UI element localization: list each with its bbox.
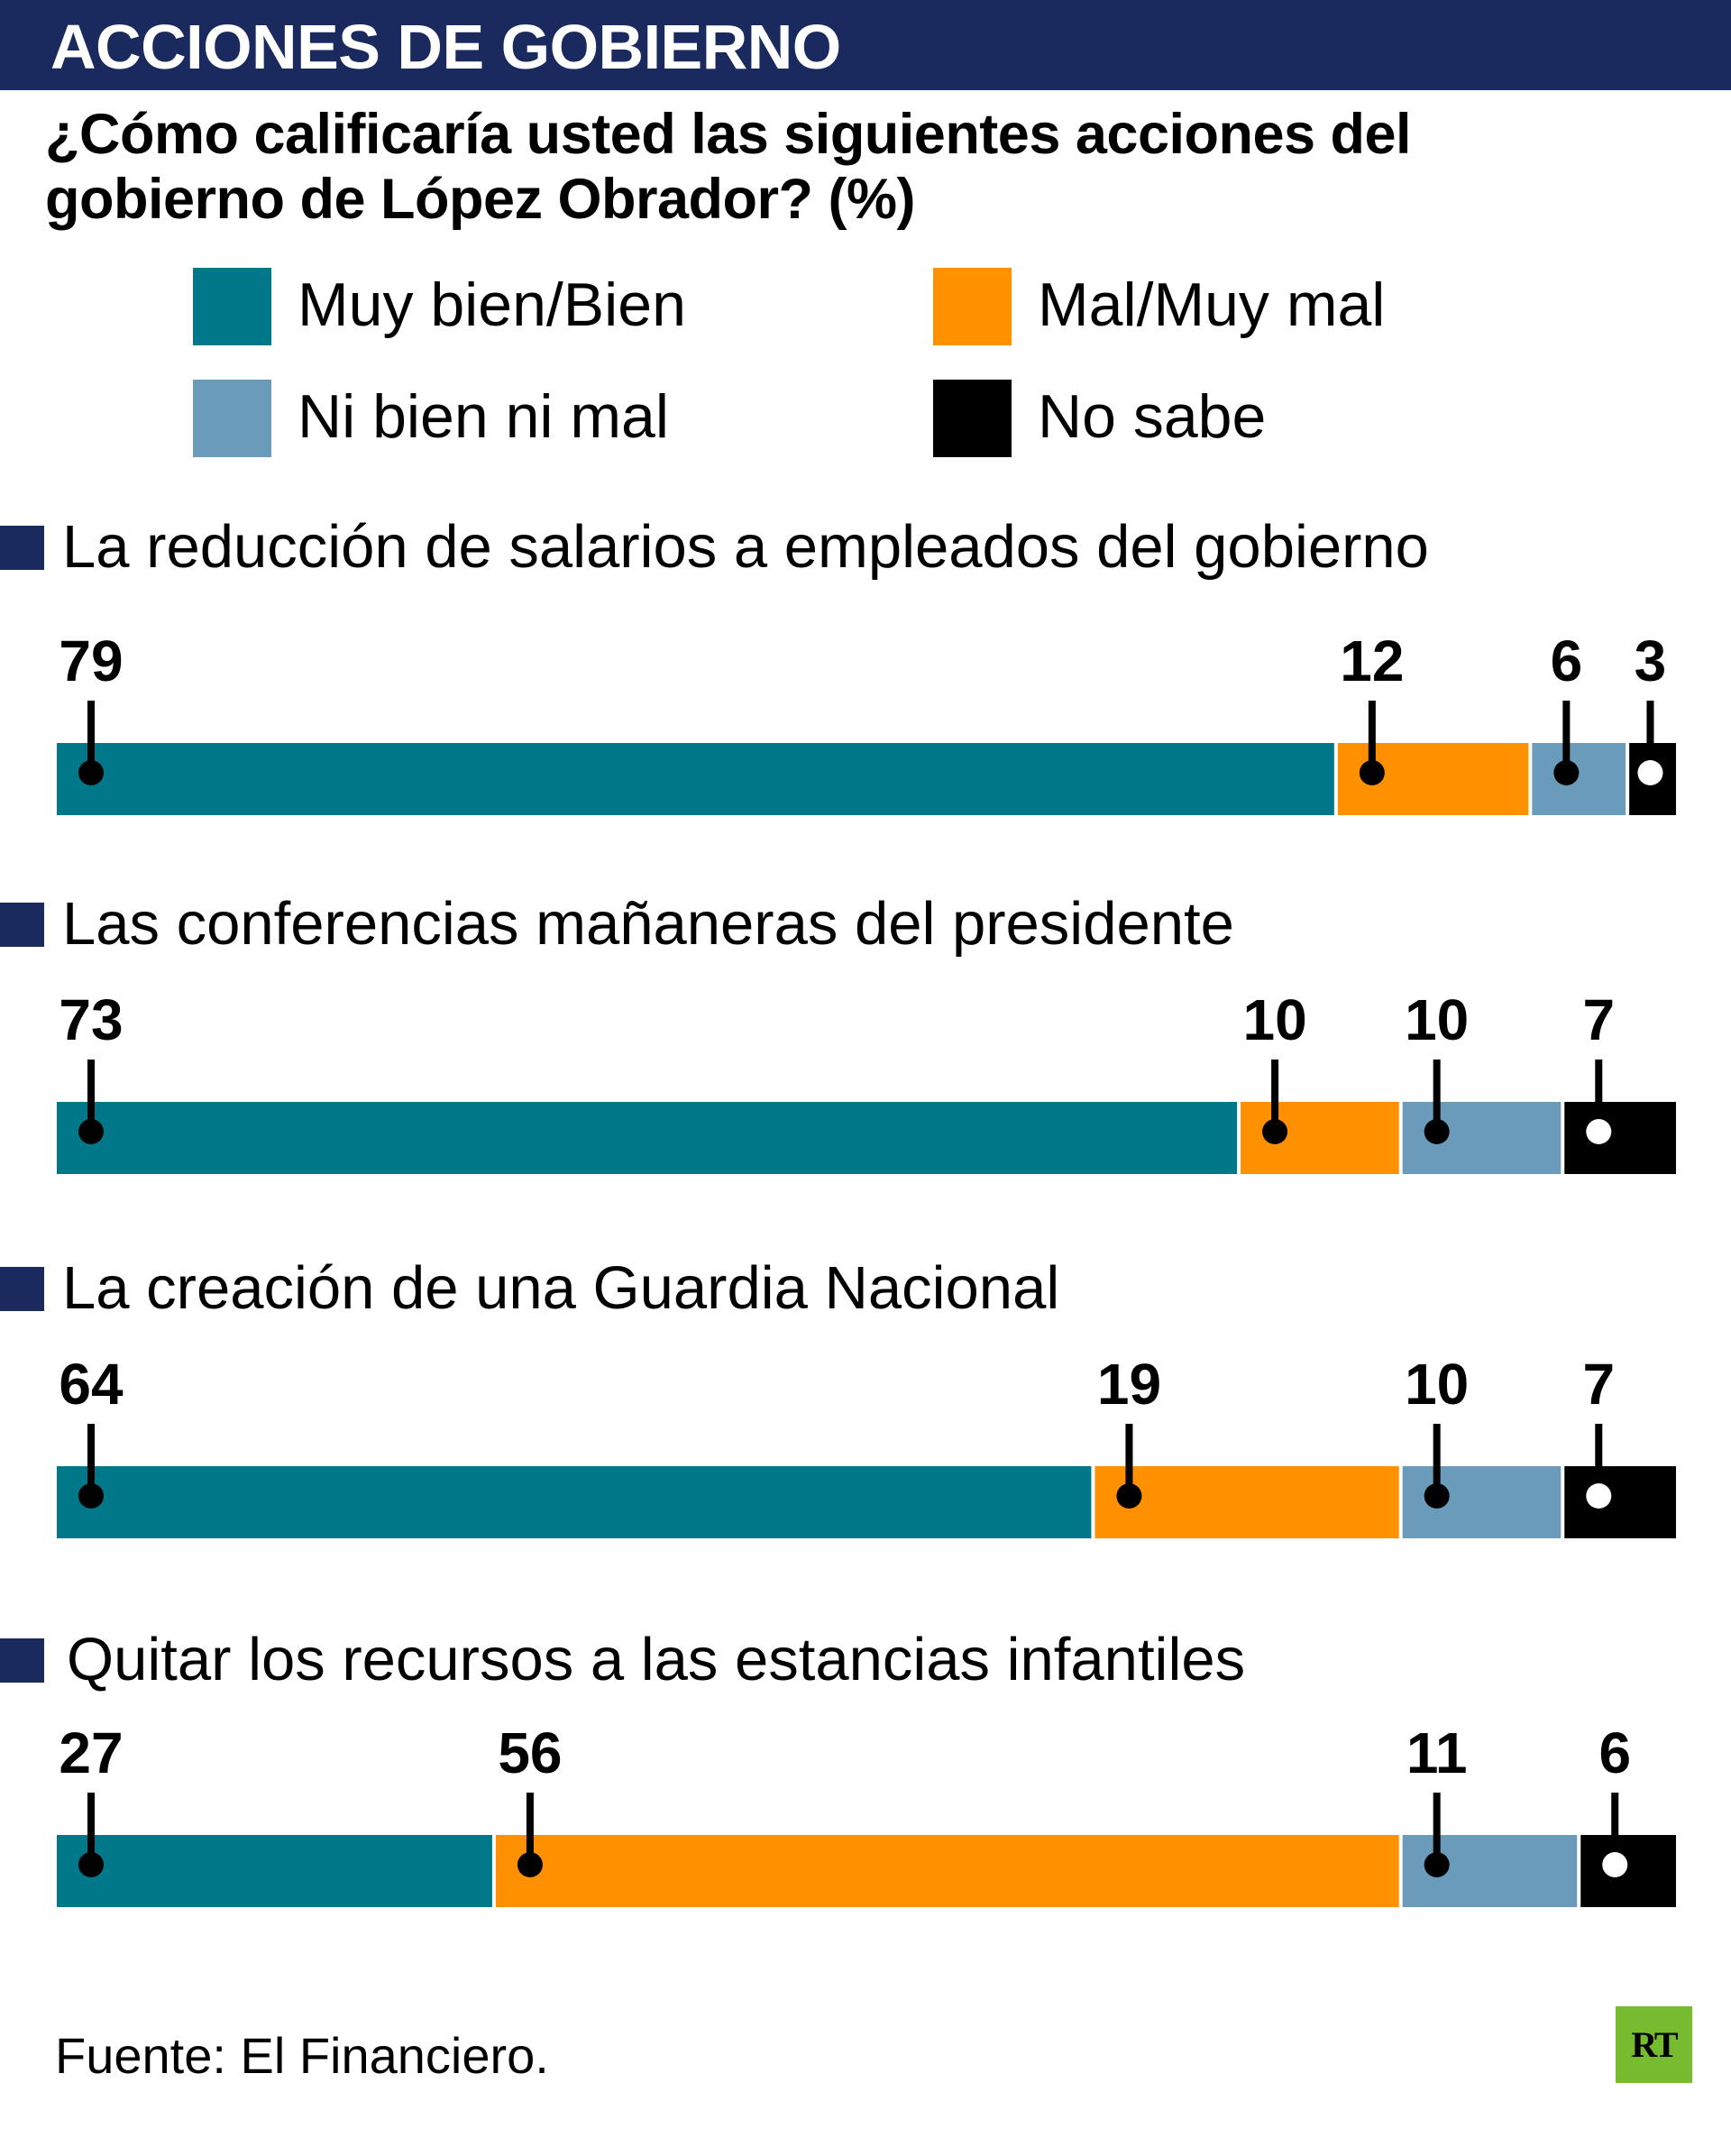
bar-segment-no_sabe [1564,1102,1676,1174]
bar-segment-ni_bien [1532,743,1626,815]
data-label-no_sabe: 3 [1635,628,1667,693]
section-square-icon [0,1638,44,1683]
marker-dot [1586,1483,1612,1509]
bar-segment-muy_bien [57,743,1334,815]
bar-segment-no_sabe [1580,1835,1676,1907]
source-note: Fuente: El Financiero. [55,2027,549,2084]
legend-swatch-no-sabe [933,380,1012,457]
section-square-icon [0,903,44,947]
marker-dot [78,1483,104,1509]
data-label-mal: 12 [1340,628,1404,693]
data-label-mal: 56 [498,1720,562,1785]
marker-dot [1359,760,1385,785]
marker-dot [78,760,104,785]
header-bar: ACCIONES DE GOBIERNO [0,0,1731,90]
category-label: Las conferencias mañaneras del president… [62,890,1234,958]
category-label: La creación de una Guardia Nacional [62,1254,1060,1322]
category-label: Quitar los recursos a las estancias infa… [67,1626,1246,1693]
chart-subtitle-line-2: gobierno de López Obrador? (%) [45,168,915,231]
data-label-ni_bien: 6 [1551,628,1583,693]
marker-dot [1602,1852,1628,1877]
data-label-ni_bien: 10 [1405,1352,1469,1417]
rt-logo: RT [1616,2006,1692,2083]
marker-dot [1637,760,1663,785]
data-label-muy_bien: 73 [59,987,123,1052]
bar-segment-muy_bien [57,1466,1092,1538]
bar-group-1: 79 12 6 3 [57,628,1676,815]
category-label: La reducción de salarios a empleados del… [62,513,1429,581]
legend-label-muy-bien: Muy bien/Bien [298,271,686,339]
data-label-no_sabe: 7 [1582,1352,1615,1417]
section-square-icon [0,526,44,570]
legend-label-no-sabe: No sabe [1038,382,1267,451]
marker-dot [517,1852,543,1877]
chart-title: ACCIONES DE GOBIERNO [50,12,841,82]
marker-dot [1116,1483,1142,1509]
bar-segment-mal [495,1835,1399,1907]
legend-swatch-ni-bien [193,380,271,457]
data-label-muy_bien: 79 [59,628,123,693]
bar-segment-mal [1094,1466,1399,1538]
data-label-mal: 19 [1097,1352,1161,1417]
data-label-ni_bien: 11 [1406,1720,1468,1785]
legend-swatch-mal [933,268,1012,345]
data-label-no_sabe: 6 [1598,1720,1631,1785]
bar-segment-muy_bien [57,1835,492,1907]
bar-group-4: 27 56 11 6 [57,1720,1676,1907]
data-label-no_sabe: 7 [1582,987,1615,1052]
bar-segment-muy_bien [57,1102,1238,1174]
legend-label-mal: Mal/Muy mal [1038,271,1386,339]
bar-group-2: 73 10 10 7 [57,987,1676,1174]
marker-dot [78,1852,104,1877]
chart-subtitle-line-1: ¿Cómo calificaría usted las siguientes a… [45,103,1412,166]
marker-dot [1424,1483,1450,1509]
data-label-ni_bien: 10 [1405,987,1469,1052]
marker-dot [78,1119,104,1144]
data-label-muy_bien: 27 [59,1720,123,1785]
marker-dot [1586,1119,1612,1144]
bar-group-3: 64 19 10 7 [57,1352,1676,1538]
legend-swatch-muy-bien [193,268,271,345]
bar-segment-no_sabe [1564,1466,1676,1538]
marker-dot [1553,760,1580,785]
data-label-muy_bien: 64 [59,1352,124,1417]
data-label-mal: 10 [1242,987,1306,1052]
marker-dot [1424,1852,1450,1877]
section-square-icon [0,1267,44,1311]
marker-dot [1262,1119,1288,1144]
marker-dot [1424,1119,1450,1144]
rt-logo-text: RT [1631,2024,1678,2065]
legend-label-ni-bien: Ni bien ni mal [298,382,669,451]
